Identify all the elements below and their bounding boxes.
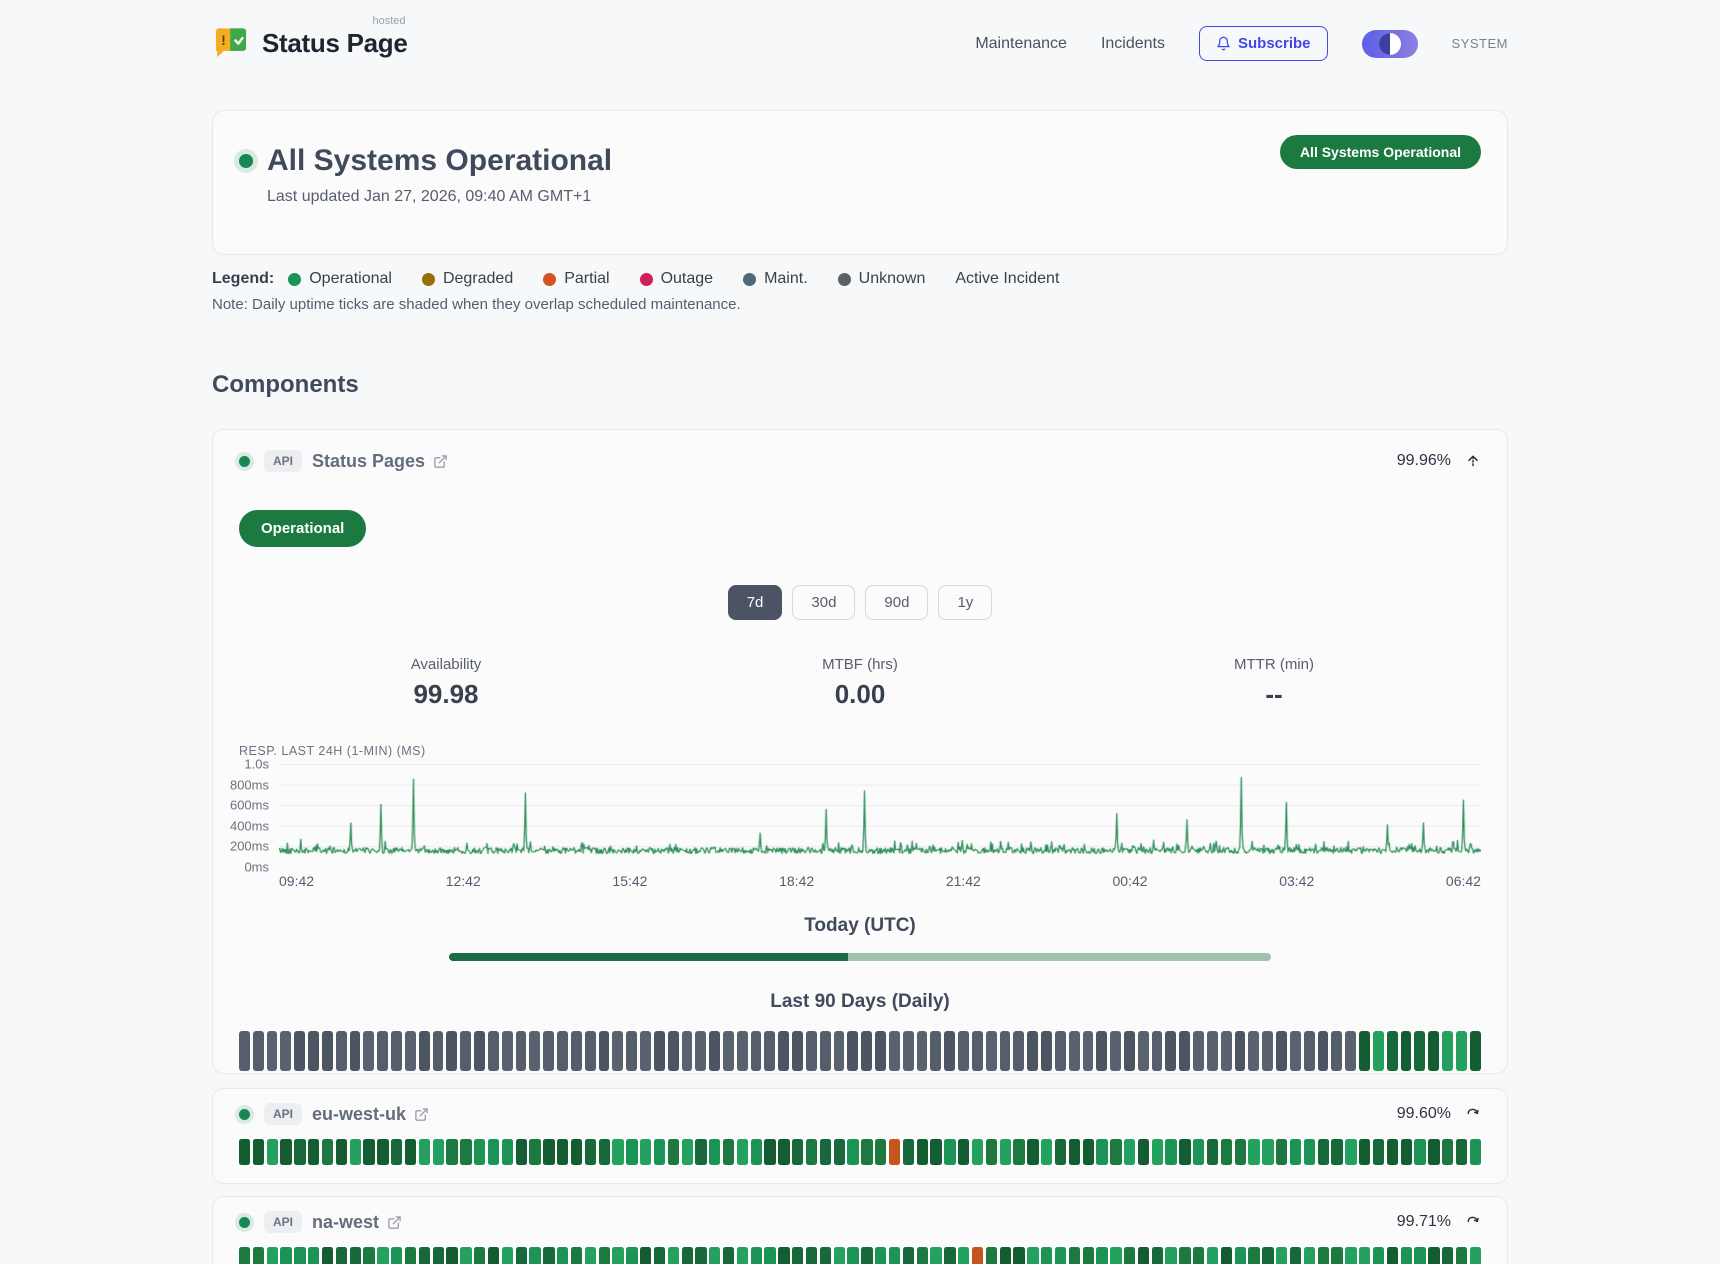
svg-text:!: !	[221, 32, 225, 47]
